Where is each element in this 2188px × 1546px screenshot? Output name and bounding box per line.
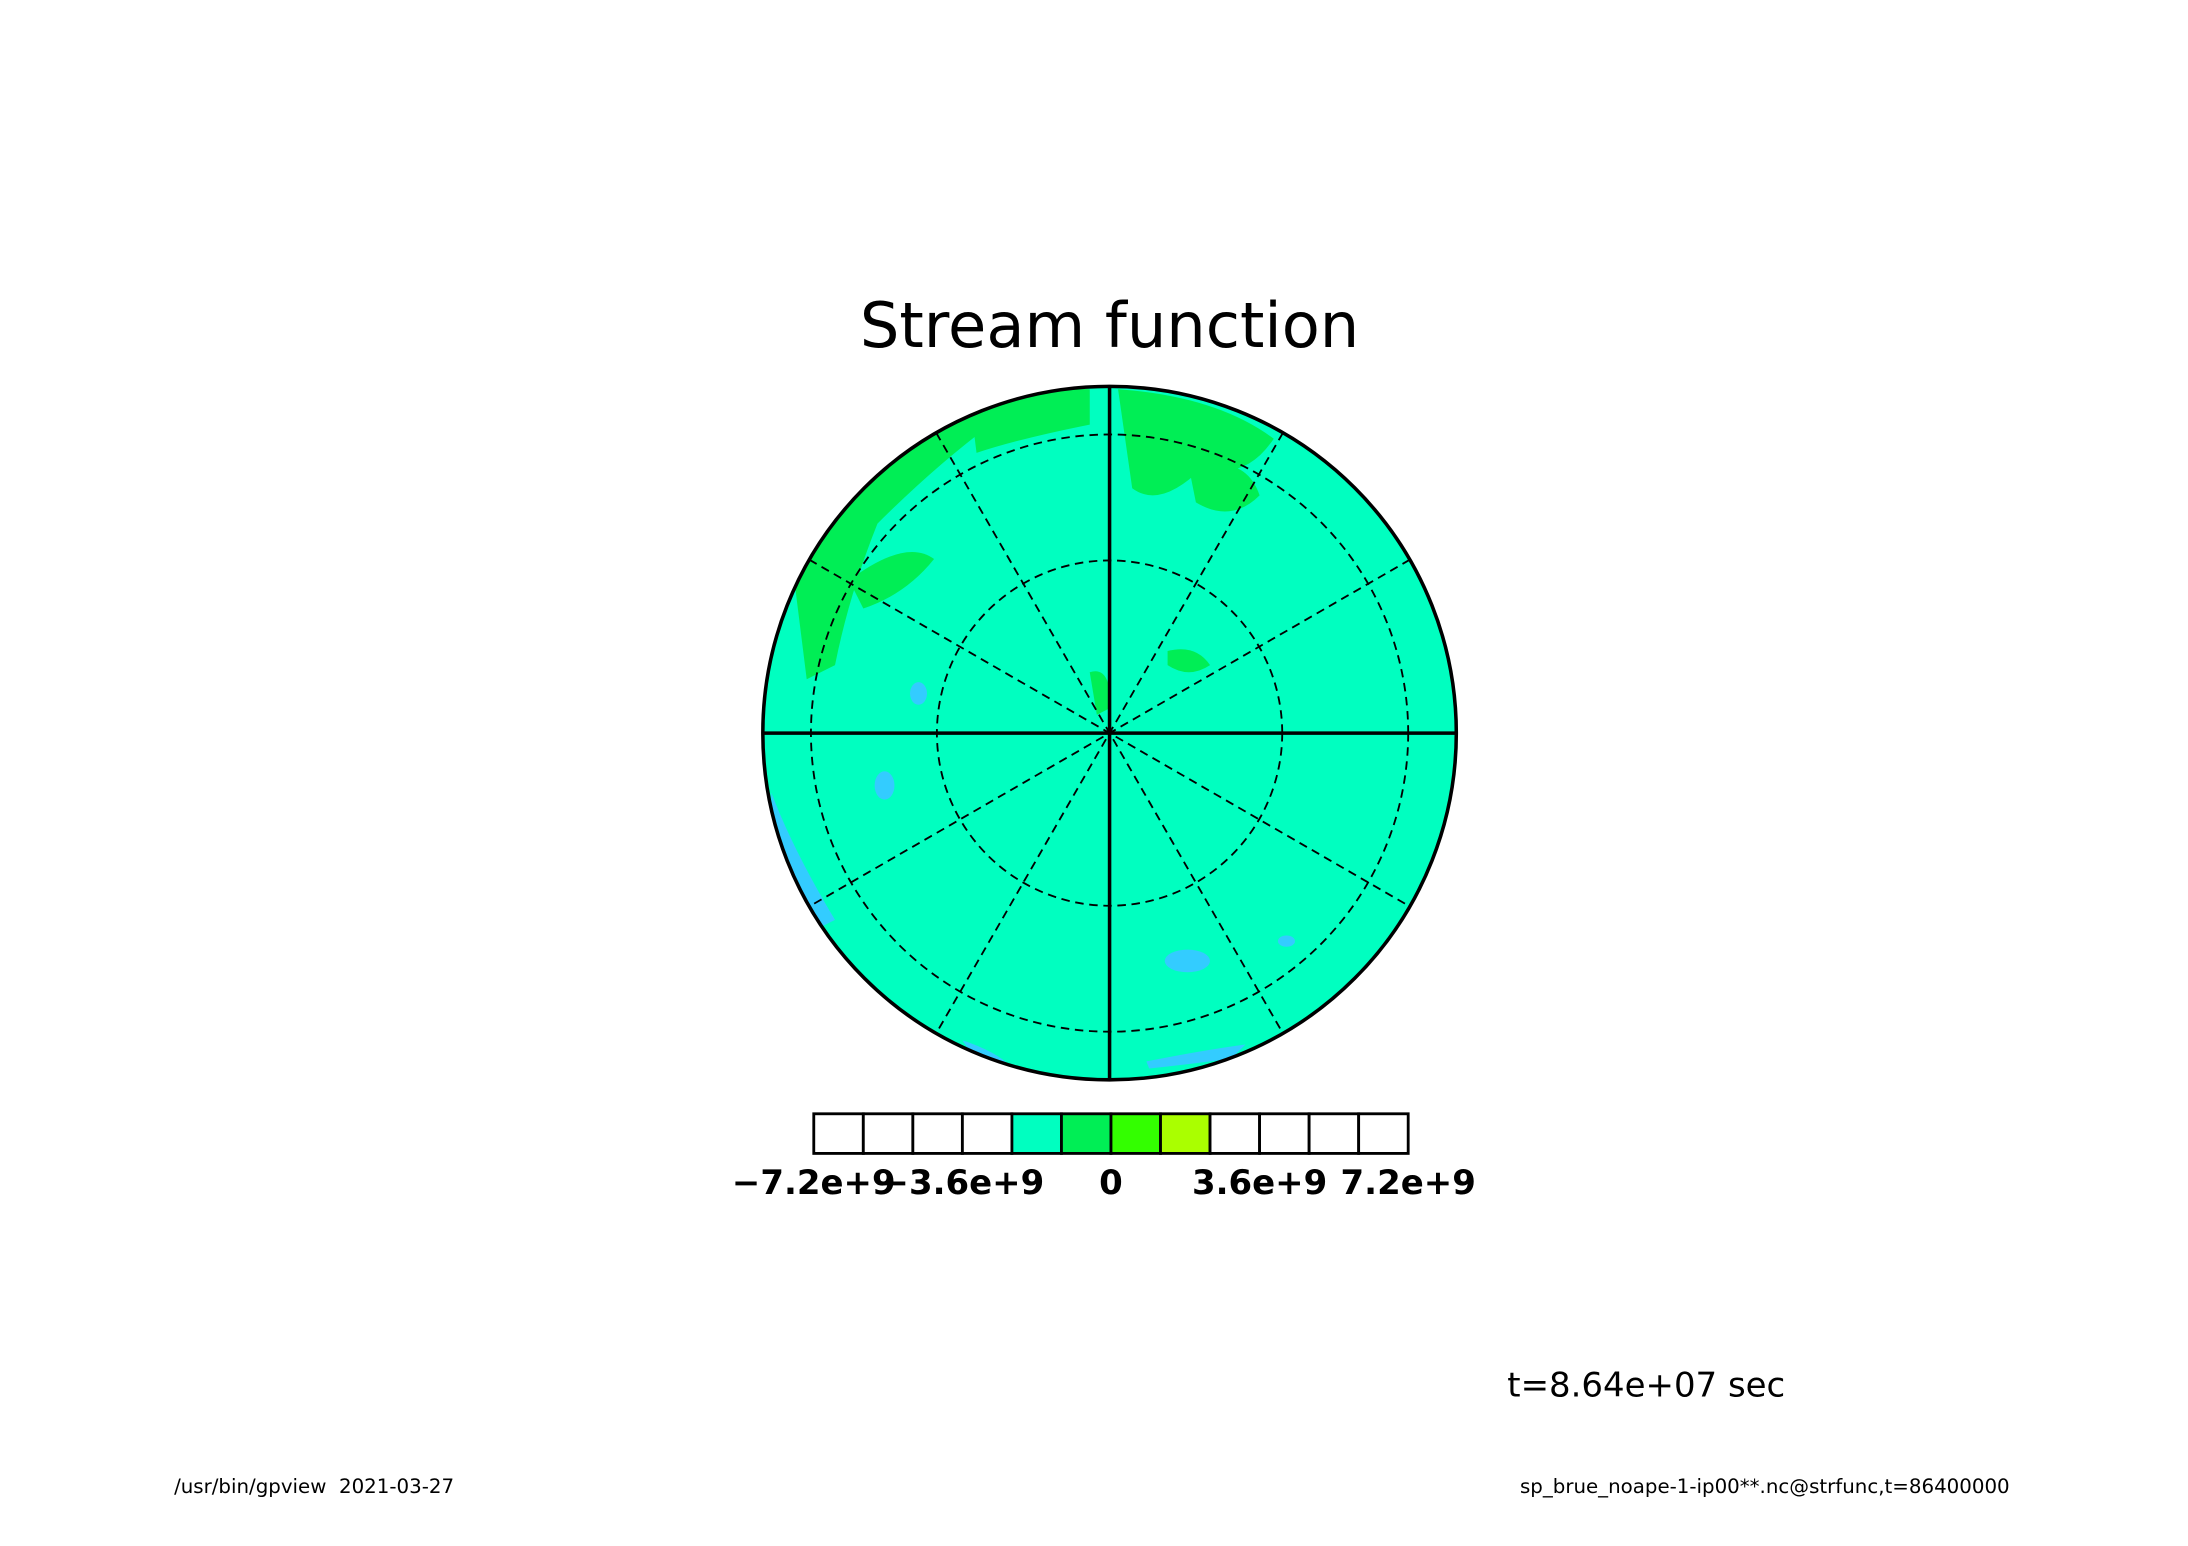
colorbar-box <box>1307 1112 1361 1155</box>
colorbar-box <box>812 1112 865 1155</box>
colorbar-box <box>1060 1112 1113 1155</box>
footer-left: /usr/bin/gpview 2021-03-27 <box>174 1475 454 1498</box>
footer-right: sp_brue_noape-1-ip00**.nc@strfunc,t=8640… <box>1520 1475 2010 1498</box>
colorbar-box <box>960 1112 1014 1155</box>
colorbar-box <box>1357 1112 1410 1155</box>
colorbar-tick-label: 3.6e+9 <box>1192 1163 1327 1203</box>
colorbar-tick-label: 0 <box>1099 1163 1123 1203</box>
colorbar-box <box>1010 1112 1063 1155</box>
colorbar-box <box>1208 1112 1262 1155</box>
axes <box>761 384 1459 1082</box>
colorbar-box <box>911 1112 964 1155</box>
colorbar-box <box>1258 1112 1311 1155</box>
colorbar-box <box>1159 1112 1212 1155</box>
colorbar-tick-label: −3.6e+9 <box>881 1163 1045 1203</box>
colorbar-tick-label: 7.2e+9 <box>1341 1163 1476 1203</box>
chart-title: Stream function <box>860 289 1359 362</box>
colorbar: −7.2e+9−3.6e+9 0 3.6e+9 7.2e+9 <box>732 1112 1476 1203</box>
colorbar-tick-label: −7.2e+9 <box>732 1163 896 1203</box>
annotation: t=8.64e+07 sec <box>1507 1365 1785 1405</box>
colorbar-box <box>861 1112 915 1155</box>
colorbar-box <box>1109 1112 1162 1155</box>
